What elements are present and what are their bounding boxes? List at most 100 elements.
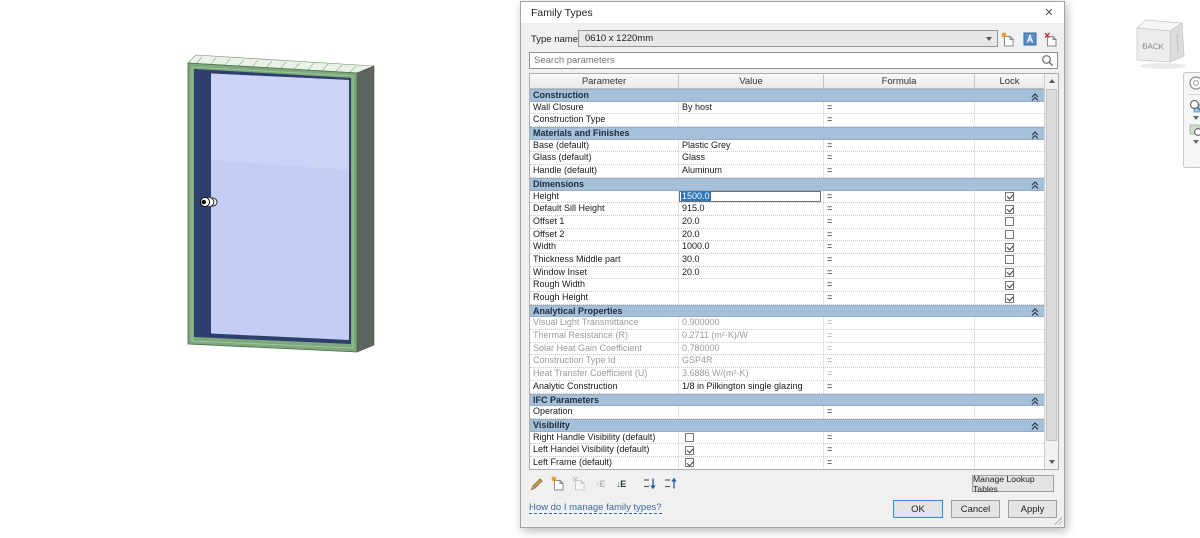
value-cell[interactable] [679,114,824,127]
value-cell[interactable]: 1000.0 [679,241,824,253]
lock-cell[interactable] [975,254,1044,266]
value-cell[interactable]: 1/8 in Pilkington single glazing [679,380,824,393]
lock-cell[interactable] [975,444,1044,456]
rename-type-icon[interactable] [1022,31,1038,47]
formula-cell[interactable]: = [824,342,975,355]
parameter-name-cell[interactable]: Thickness Middle part [530,253,679,266]
value-cell[interactable]: 20.0 [679,215,824,228]
parameter-name-cell[interactable]: Window Inset [530,266,679,279]
value-edit-box[interactable]: 1500.0 [679,190,821,203]
parameter-name-cell[interactable]: Base (default) [530,139,679,152]
scrollbar-thumb[interactable] [1046,89,1057,441]
lock-cell[interactable] [975,241,1044,253]
parameter-name-cell[interactable]: Construction Type Id [530,355,679,368]
column-header-value[interactable]: Value [679,74,824,88]
formula-cell[interactable]: = [824,253,975,266]
formula-cell[interactable]: = [824,215,975,228]
parameter-name-cell[interactable]: Default Sill Height [530,203,679,215]
parameter-name-cell[interactable]: Analytic Construction [530,380,679,393]
formula-cell[interactable]: = [824,431,975,444]
formula-cell[interactable]: = [824,444,975,456]
value-checkbox[interactable] [685,445,694,455]
lock-cell[interactable] [975,216,1044,228]
value-cell[interactable]: 30.0 [679,253,824,266]
search-parameters-field[interactable] [529,52,1058,69]
vertical-scrollbar[interactable] [1044,74,1058,469]
value-cell[interactable] [679,406,824,418]
value-cell[interactable] [679,456,824,469]
parameter-name-cell[interactable]: Height [530,190,679,203]
lock-cell[interactable] [975,267,1044,279]
parameter-name-cell[interactable]: Heat Transfer Coefficient (U) [530,368,679,380]
value-cell[interactable]: GSP4R [679,355,824,368]
collapse-chevron-icon[interactable] [1031,130,1039,139]
lock-cell[interactable] [975,355,1044,367]
lock-checkbox[interactable] [1005,280,1014,290]
value-cell[interactable] [679,292,824,304]
parameter-name-cell[interactable]: Offset 2 [530,228,679,241]
delete-type-icon[interactable] [1043,31,1059,47]
viewcube-front-face[interactable] [1136,27,1171,63]
parameter-name-cell[interactable]: Handle (default) [530,165,679,177]
column-header-parameter[interactable]: Parameter [530,74,679,88]
collapse-chevron-icon[interactable] [1031,308,1039,317]
collapse-chevron-icon[interactable] [1031,181,1039,190]
value-cell[interactable]: Plastic Grey [679,139,824,152]
section-row[interactable]: IFC Parameters [530,393,1044,407]
lock-cell[interactable] [975,229,1044,241]
parameter-name-cell[interactable]: Left Frame (default) [530,456,679,469]
value-cell[interactable]: 915.0 [679,203,824,215]
lock-checkbox[interactable] [1005,293,1014,303]
lock-cell[interactable] [975,343,1044,355]
section-row[interactable]: Construction [530,89,1044,102]
lock-cell[interactable] [975,406,1044,418]
lock-checkbox[interactable] [1005,217,1014,227]
formula-cell[interactable]: = [824,292,975,304]
parameter-name-cell[interactable]: Left Handel Visibility (default) [530,444,679,456]
formula-cell[interactable]: = [824,330,975,342]
lock-cell[interactable] [975,368,1044,380]
resize-grip[interactable] [1054,517,1062,525]
section-row[interactable]: Materials and Finishes [530,127,1044,140]
viewcube[interactable]: BACK [1132,12,1198,72]
column-header-formula[interactable]: Formula [824,74,975,88]
parameter-name-cell[interactable]: Solar Heat Gain Coefficient [530,342,679,355]
lock-cell[interactable] [975,152,1044,164]
lock-cell[interactable] [975,203,1044,215]
value-cell[interactable]: Glass [679,152,824,165]
close-icon[interactable]: ✕ [1044,7,1054,19]
scroll-up-icon[interactable] [1045,74,1059,88]
formula-cell[interactable]: = [824,380,975,393]
cancel-button[interactable]: Cancel [951,500,1000,518]
value-checkbox[interactable] [685,458,694,468]
apply-button[interactable]: Apply [1008,500,1057,518]
type-name-dropdown[interactable]: 0610 x 1220mm [578,30,998,47]
lock-cell[interactable] [975,330,1044,342]
formula-cell[interactable]: = [824,279,975,291]
delete-parameter-icon[interactable] [571,476,587,492]
collapse-chevron-icon[interactable] [1031,422,1039,431]
lock-cell[interactable] [975,457,1044,469]
help-link[interactable]: How do I manage family types? [529,502,662,514]
lock-cell[interactable] [975,317,1044,329]
collapse-chevron-icon[interactable] [1031,397,1039,405]
value-cell[interactable]: Aluminum [679,165,824,177]
lock-cell[interactable] [975,191,1044,203]
lock-cell[interactable] [975,279,1044,291]
value-cell[interactable]: By host [679,101,824,114]
value-cell[interactable]: 20.0 [679,228,824,241]
section-row[interactable]: Analytical Properties [530,304,1044,318]
zoom-icon[interactable] [1188,98,1200,114]
lock-cell[interactable] [975,114,1044,126]
parameter-name-cell[interactable]: Construction Type [530,114,679,127]
zoom-region-icon[interactable] [1188,122,1200,138]
formula-cell[interactable]: = [824,190,975,203]
edit-parameter-icon[interactable] [529,476,545,492]
formula-cell[interactable]: = [824,139,975,152]
formula-cell[interactable]: = [824,355,975,368]
value-checkbox[interactable] [685,433,694,443]
value-cell[interactable]: 0.2711 (m²·K)/W [679,330,824,342]
parameter-name-cell[interactable]: Rough Width [530,279,679,291]
zoom-dropdown-arrow-icon[interactable] [1192,116,1199,120]
lock-checkbox[interactable] [1005,204,1014,214]
